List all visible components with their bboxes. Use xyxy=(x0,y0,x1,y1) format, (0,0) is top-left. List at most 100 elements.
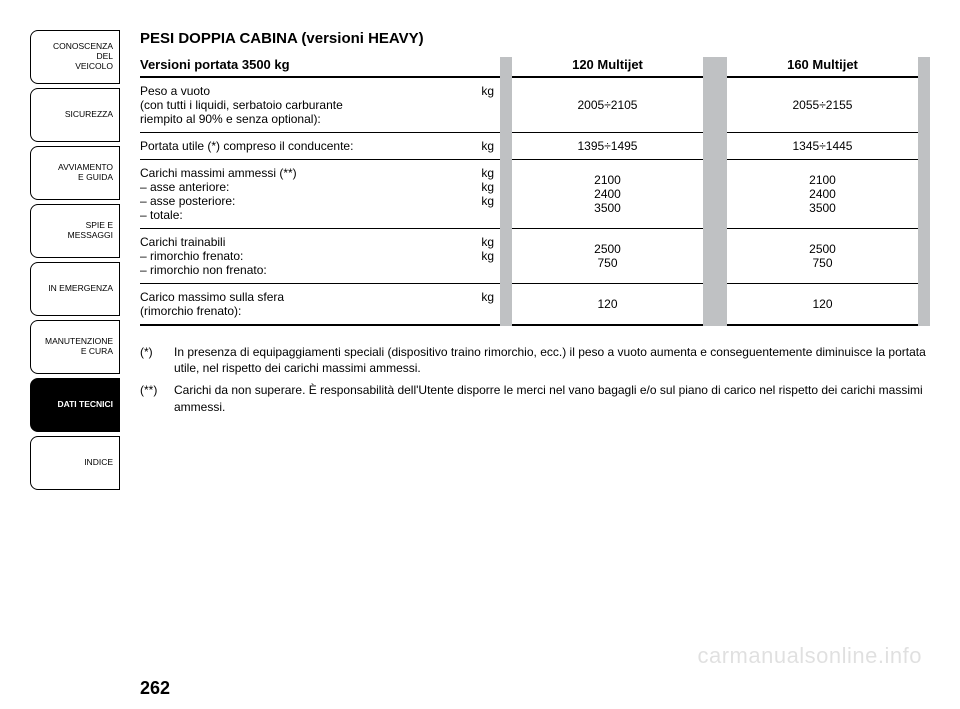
footnotes: (*)In presenza di equipaggiamenti specia… xyxy=(140,344,930,421)
cell-col2: 2055÷2155 xyxy=(715,84,930,126)
cell-value: 2005÷2105 xyxy=(500,98,715,112)
row-label-line: Carico massimo sulla sfera xyxy=(140,290,464,304)
cell-value: 750 xyxy=(715,256,930,270)
row-units: kg xyxy=(470,84,500,126)
cell-value: 120 xyxy=(715,297,930,311)
page-title: PESI DOPPIA CABINA (versioni HEAVY) xyxy=(140,30,930,47)
row-unit-line: kg xyxy=(470,290,494,304)
cell-value: 2400 xyxy=(500,187,715,201)
footnote-text: Carichi da non superare. È responsabilit… xyxy=(174,382,930,414)
sidebar-item-2[interactable]: AVVIAMENTO E GUIDA xyxy=(30,146,120,200)
row-labels: Carico massimo sulla sfera(rimorchio fre… xyxy=(140,290,470,318)
footnote: (**)Carichi da non superare. È responsab… xyxy=(140,382,930,414)
row-units: kgkgkg xyxy=(470,166,500,222)
sidebar-item-1[interactable]: SICUREZZA xyxy=(30,88,120,142)
table-header: Versioni portata 3500 kg 120 Multijet 16… xyxy=(140,57,930,76)
footnote-mark: (**) xyxy=(140,382,174,414)
row-units: kg xyxy=(470,290,500,318)
row-label-line: – totale: xyxy=(140,208,464,222)
cell-col2: 120 xyxy=(715,290,930,318)
table-body: Peso a vuoto(con tutti i liquidi, serbat… xyxy=(140,76,930,326)
sidebar-item-3[interactable]: SPIE E MESSAGGI xyxy=(30,204,120,258)
row-unit-line: kg xyxy=(470,235,494,249)
cell-value: 1395÷1495 xyxy=(500,139,715,153)
cell-col1: 2005÷2105 xyxy=(500,84,715,126)
band-col2-right xyxy=(918,57,930,326)
row-label-line: (con tutti i liquidi, serbatoio carburan… xyxy=(140,98,464,112)
row-labels: Carichi trainabili– rimorchio frenato:– … xyxy=(140,235,470,277)
sidebar-item-0[interactable]: CONOSCENZA DEL VEICOLO xyxy=(30,30,120,84)
footnote: (*)In presenza di equipaggiamenti specia… xyxy=(140,344,930,376)
row-label-line: – rimorchio non frenato: xyxy=(140,263,464,277)
row-unit-line: kg xyxy=(470,194,494,208)
header-label: Versioni portata 3500 kg xyxy=(140,57,500,76)
cell-col2: 2500750 xyxy=(715,235,930,277)
row-label-cell: Peso a vuoto(con tutti i liquidi, serbat… xyxy=(140,84,500,126)
cell-value: 2500 xyxy=(715,242,930,256)
cell-col1: 120 xyxy=(500,290,715,318)
sidebar-item-label: SICUREZZA xyxy=(65,110,113,120)
cell-value: 2100 xyxy=(715,173,930,187)
row-label-line: (rimorchio frenato): xyxy=(140,304,464,318)
band-col2-left xyxy=(715,57,727,326)
page-number: 262 xyxy=(140,668,930,699)
row-label-line: Carichi trainabili xyxy=(140,235,464,249)
cell-col1: 2500750 xyxy=(500,235,715,277)
sidebar: CONOSCENZA DEL VEICOLO SICUREZZA AVVIAMENT… xyxy=(30,30,120,699)
sidebar-item-label: SPIE E MESSAGGI xyxy=(68,221,113,241)
band-col1-left xyxy=(500,57,512,326)
watermark: carmanualsonline.info xyxy=(697,643,922,669)
row-label-cell: Portata utile (*) compreso il conducente… xyxy=(140,139,500,153)
row-unit-line: kg xyxy=(470,180,494,194)
row-label-line: – rimorchio frenato: xyxy=(140,249,464,263)
table-row: Carichi massimi ammessi (**)– asse anter… xyxy=(140,159,930,228)
cell-value: 2500 xyxy=(500,242,715,256)
row-labels: Carichi massimi ammessi (**)– asse anter… xyxy=(140,166,470,222)
cell-value: 2055÷2155 xyxy=(715,98,930,112)
sidebar-item-label: CONOSCENZA DEL VEICOLO xyxy=(53,42,113,71)
row-label-line: – asse posteriore: xyxy=(140,194,464,208)
row-label-cell: Carichi trainabili– rimorchio frenato:– … xyxy=(140,235,500,277)
table-row: Carico massimo sulla sfera(rimorchio fre… xyxy=(140,283,930,326)
cell-value: 2400 xyxy=(715,187,930,201)
cell-col2: 210024003500 xyxy=(715,166,930,222)
footnote-mark: (*) xyxy=(140,344,174,376)
cell-col1: 210024003500 xyxy=(500,166,715,222)
row-label-line: Portata utile (*) compreso il conducente… xyxy=(140,139,464,153)
cell-value: 1345÷1445 xyxy=(715,139,930,153)
footnote-text: In presenza di equipaggiamenti speciali … xyxy=(174,344,930,376)
sidebar-item-label: DATI TECNICI xyxy=(57,400,113,410)
table-row: Portata utile (*) compreso il conducente… xyxy=(140,132,930,159)
row-unit-line: kg xyxy=(470,84,494,98)
cell-value: 750 xyxy=(500,256,715,270)
row-unit-line: kg xyxy=(470,249,494,263)
table-row: Carichi trainabili– rimorchio frenato:– … xyxy=(140,228,930,283)
content: PESI DOPPIA CABINA (versioni HEAVY) Vers… xyxy=(120,30,930,699)
row-unit-line: kg xyxy=(470,139,494,153)
cell-value: 3500 xyxy=(715,201,930,215)
table-row: Peso a vuoto(con tutti i liquidi, serbat… xyxy=(140,76,930,132)
header-col1: 120 Multijet xyxy=(500,57,715,76)
sidebar-item-label: INDICE xyxy=(84,458,113,468)
cell-col1: 1395÷1495 xyxy=(500,139,715,153)
sidebar-item-6[interactable]: DATI TECNICI xyxy=(30,378,120,432)
row-units: kgkg xyxy=(470,235,500,277)
row-label-cell: Carico massimo sulla sfera(rimorchio fre… xyxy=(140,290,500,318)
cell-value: 2100 xyxy=(500,173,715,187)
cell-value: 3500 xyxy=(500,201,715,215)
band-col1-right xyxy=(703,57,715,326)
weights-table: Versioni portata 3500 kg 120 Multijet 16… xyxy=(140,57,930,326)
row-unit-line: kg xyxy=(470,166,494,180)
sidebar-item-7[interactable]: INDICE xyxy=(30,436,120,490)
sidebar-item-4[interactable]: IN EMERGENZA xyxy=(30,262,120,316)
row-label-line: Peso a vuoto xyxy=(140,84,464,98)
page: CONOSCENZA DEL VEICOLO SICUREZZA AVVIAMENT… xyxy=(0,0,960,709)
cell-value: 120 xyxy=(500,297,715,311)
row-label-line: Carichi massimi ammessi (**) xyxy=(140,166,464,180)
row-labels: Peso a vuoto(con tutti i liquidi, serbat… xyxy=(140,84,470,126)
sidebar-item-5[interactable]: MANUTENZIONE E CURA xyxy=(30,320,120,374)
sidebar-item-label: IN EMERGENZA xyxy=(48,284,113,294)
sidebar-item-label: MANUTENZIONE E CURA xyxy=(45,337,113,357)
cell-col2: 1345÷1445 xyxy=(715,139,930,153)
header-col2: 160 Multijet xyxy=(715,57,930,76)
